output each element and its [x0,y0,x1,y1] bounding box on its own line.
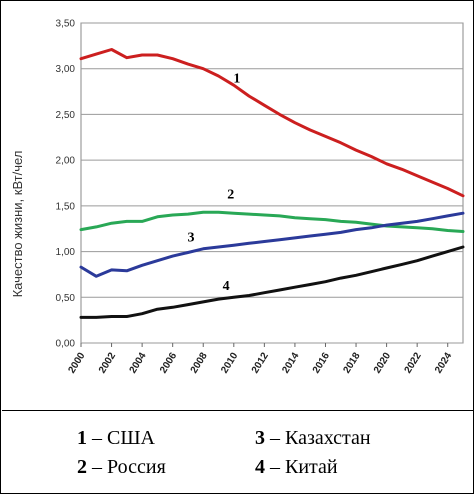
series-line-4 [79,245,465,319]
legend-number: 2 [77,456,87,478]
x-tick-label: 2006 [158,350,179,375]
legend-text: Казахстан [285,427,371,449]
x-tick-label: 2000 [66,350,87,375]
series-line-2 [79,210,465,233]
x-tick-label: 2024 [433,350,454,375]
series-label-2: 2 [227,188,234,203]
series-line-1 [79,48,465,198]
legend-number: 3 [255,427,265,449]
grid [80,22,464,344]
legend-item-kazakhstan: 3 – Казахстан [255,427,371,450]
legend-dash: – [87,427,107,449]
y-tick-label: 2,00 [56,156,76,167]
x-tick-label: 2002 [97,350,118,375]
y-tick-label: 3,50 [56,19,76,30]
x-tick-label: 2010 [219,350,240,375]
legend-dash: – [265,456,285,478]
series-labels: 1 2 3 4 [188,71,241,294]
x-tick-label: 2012 [250,350,271,375]
legend-item-china: 4 – Китай [255,456,338,479]
legend-text: Россия [107,456,166,478]
x-tick-label: 2008 [189,350,210,375]
x-tick-label: 2020 [372,350,393,375]
y-tick-label: 1,50 [56,201,76,212]
y-tick-label: 1,00 [56,247,76,258]
legend-text: Китай [285,456,338,478]
x-tick-label: 2018 [341,350,362,375]
y-tick-label: 0,50 [56,293,76,304]
legend-item-usa: 1 – США [77,427,155,450]
legend-number: 4 [255,456,265,478]
series-label-3: 3 [188,231,195,246]
y-tick-label: 3,00 [56,64,76,75]
series-label-1: 1 [233,71,240,86]
legend-number: 1 [77,427,87,449]
plot-area [80,22,464,344]
legend-text: США [107,427,155,449]
x-tick-label: 2014 [280,350,301,375]
legend: 1 – США 3 – Казахстан 2 – Россия 4 – Кит… [2,410,474,495]
y-axis-label: Качество жизни, кВт/чел [10,151,25,298]
series-label-4: 4 [223,279,230,294]
line-chart: 0,00 0,50 1,00 1,50 2,00 2,50 3,00 3,50 2000 2002… [10,19,465,375]
legend-dash: – [265,427,285,449]
x-tick-label: 2004 [128,350,149,375]
y-tick-label: 2,50 [56,110,76,121]
x-tick-label: 2022 [403,350,424,375]
series-line-3 [79,211,465,278]
legend-dash: – [87,456,107,478]
x-tick-label: 2016 [311,350,332,375]
y-tick-label: 0,00 [56,339,76,350]
legend-item-russia: 2 – Россия [77,456,166,479]
series-lines [79,48,465,319]
